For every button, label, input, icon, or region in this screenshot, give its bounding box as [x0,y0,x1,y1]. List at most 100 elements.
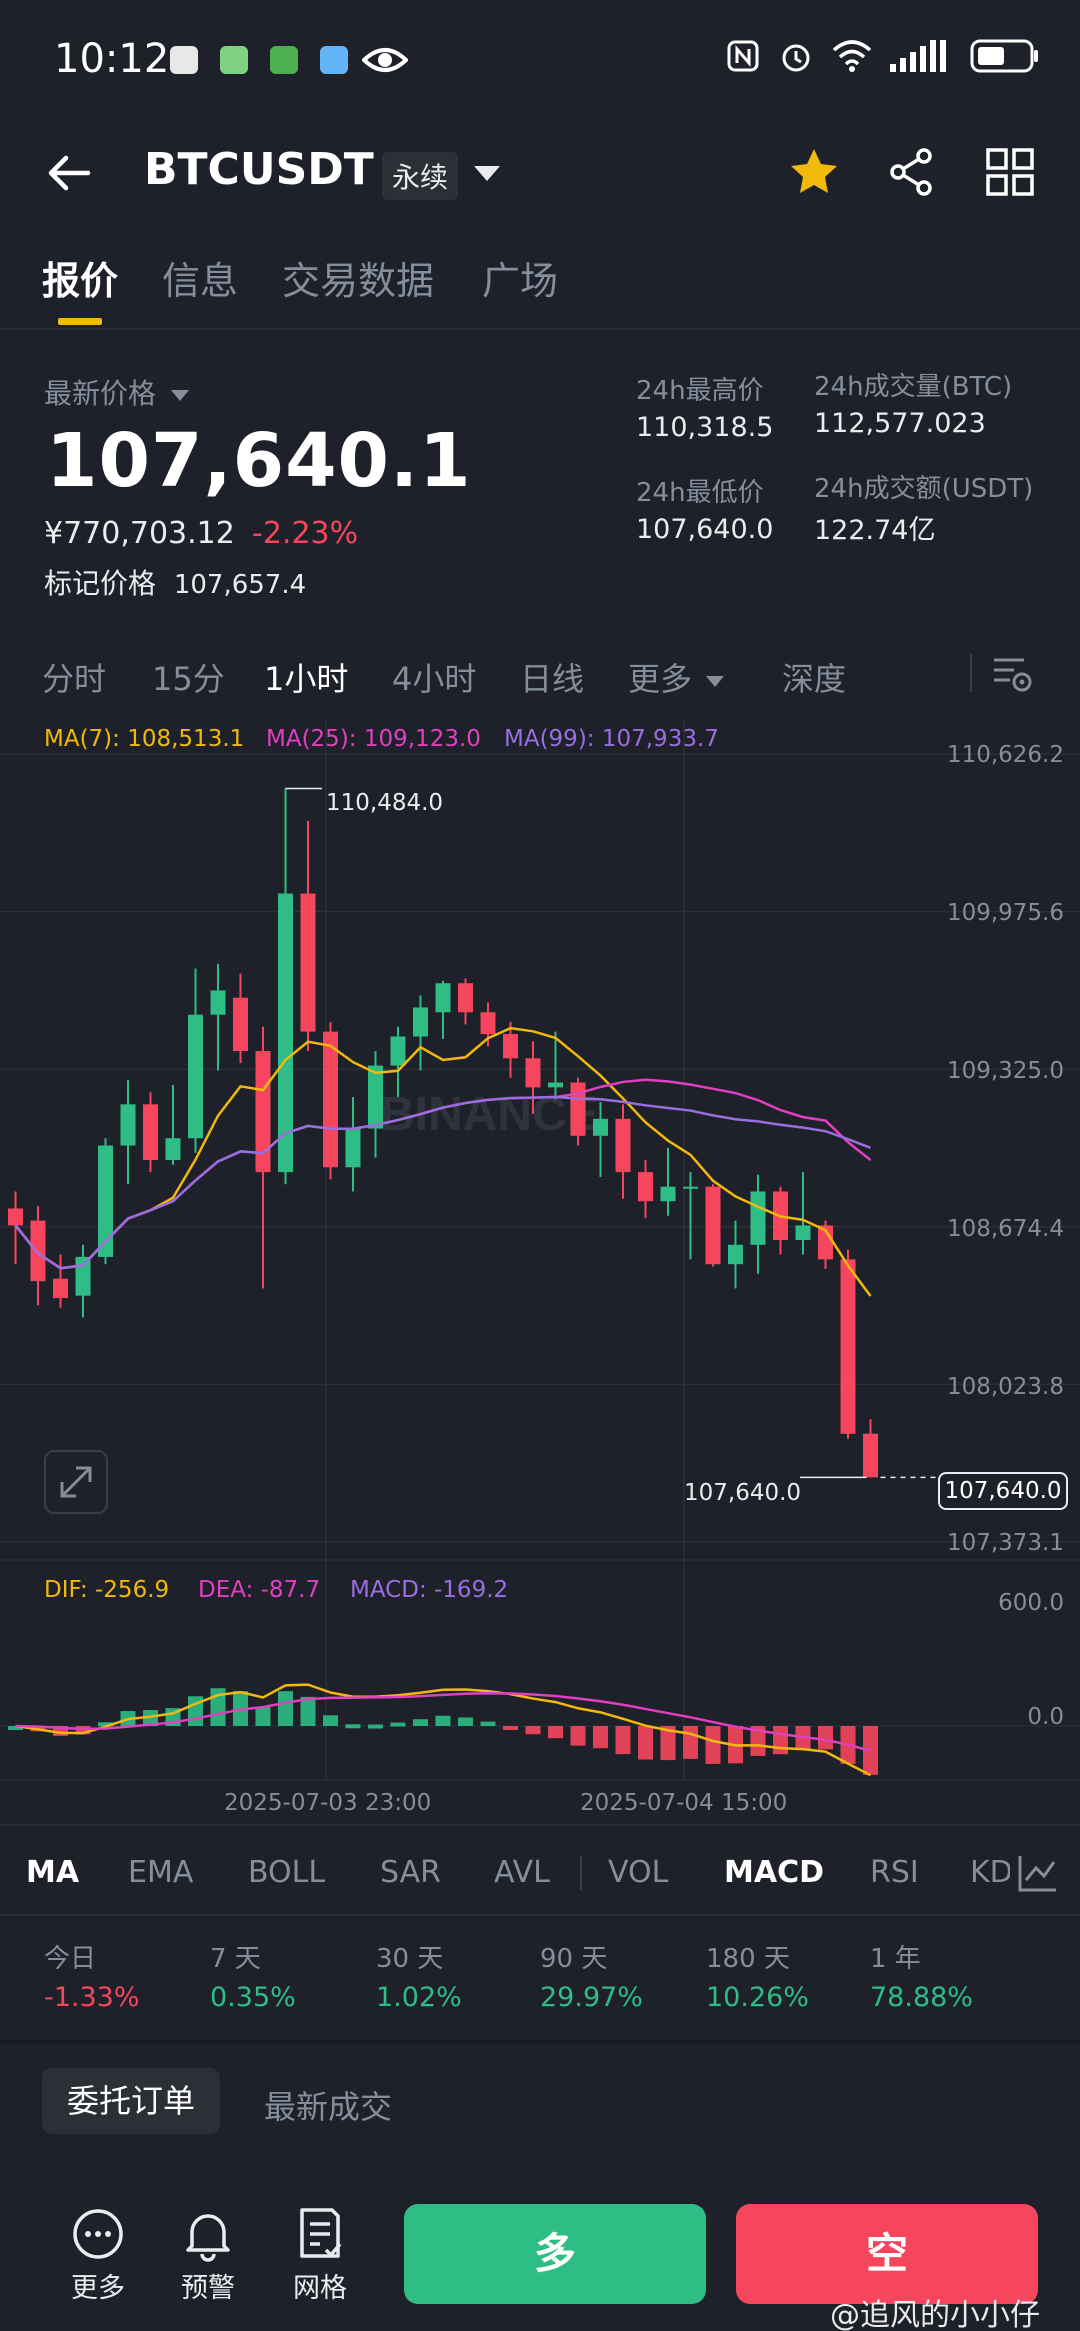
perf-label: 1 年 [870,1944,921,1974]
last-price-tag[interactable]: 107,640.0 [938,1472,1068,1510]
symbol-title[interactable]: BTCUSDT [144,144,374,195]
status-icons [726,38,1040,74]
ind-vol[interactable]: VOL [608,1855,669,1890]
mark-price-label: 标记价格 [44,567,157,600]
low-label: 24h最低价 [636,478,764,508]
candle-body [30,1220,46,1282]
perf-value: 29.97% [540,1982,643,2013]
tab-square[interactable]: 广场 [482,259,559,303]
candle-body [75,1256,91,1296]
candle-body [233,997,248,1052]
ind-ema[interactable]: EMA [128,1855,194,1890]
macd-histogram-bar [818,1726,833,1750]
candle-body [503,1034,518,1059]
candle-body [8,1208,23,1226]
tf-15m[interactable]: 15分 [152,660,225,698]
ind-macd[interactable]: MACD [724,1855,824,1890]
tf-daily[interactable]: 日线 [520,660,585,698]
alert-label[interactable]: 预警 [181,2273,235,2304]
expand-icon [60,1466,92,1498]
macd-histogram-bar [638,1726,653,1760]
candle-body [458,983,473,1013]
bell-icon[interactable] [180,2206,236,2262]
y-tick: 109,325.0 [946,1058,1064,1084]
macd-histogram-bar [53,1726,68,1736]
short-button[interactable]: 空 [736,2204,1038,2304]
tf-depth[interactable]: 深度 [782,660,847,698]
candle-body [210,990,226,1015]
perf-value: 0.35% [210,1982,296,2013]
tab-quote[interactable]: 报价 [42,259,119,303]
candle-body [300,893,316,1032]
indicator-settings-icon[interactable] [1016,1852,1060,1894]
candle-body [525,1058,541,1088]
candle-body [98,1145,113,1257]
divider [580,1856,582,1890]
tab-latest-trades[interactable]: 最新成交 [264,2088,393,2126]
perf-label: 7 天 [210,1944,261,1974]
back-icon[interactable] [44,148,94,198]
ind-avl[interactable]: AVL [494,1855,550,1890]
more-icon[interactable] [70,2206,126,2262]
candle-body [750,1191,766,1245]
battery-icon [970,39,1038,73]
ind-rsi[interactable]: RSI [870,1855,919,1890]
candle-body [413,1007,428,1037]
fullscreen-button[interactable] [44,1450,108,1514]
tab-info[interactable]: 信息 [162,259,239,303]
grid-doc-icon[interactable] [292,2206,348,2262]
high-marker: 110,484.0 [326,790,444,816]
vol-btc-label: 24h成交量(BTC) [814,372,1013,402]
star-icon[interactable] [788,146,840,198]
tab-open-orders[interactable]: 委托订单 [42,2068,220,2134]
vol-usdt-value: 122.74亿 [814,515,936,546]
perf-label: 30 天 [376,1944,444,1974]
divider [0,328,1080,330]
ma99-legend: MA(99): 107,933.7 [504,726,719,752]
macd-histogram-bar [368,1724,383,1729]
macd-histogram-bar [750,1726,766,1756]
macd-histogram-bar [705,1726,721,1764]
grid-icon[interactable] [984,146,1036,198]
candle-body [255,1051,271,1173]
candle-body [165,1138,181,1161]
share-icon[interactable] [886,146,938,198]
divider [0,1824,1080,1826]
tf-timeshare[interactable]: 分时 [42,660,107,698]
candle-body [188,1014,203,1139]
signal-icon [890,40,946,72]
tf-1h[interactable]: 1小时 [264,660,349,698]
eye-icon [362,48,408,72]
macd-histogram-bar [548,1726,563,1739]
ind-boll[interactable]: BOLL [248,1855,326,1890]
ind-ma[interactable]: MA [26,1855,80,1890]
chevron-down-icon[interactable] [474,166,500,181]
grid-label[interactable]: 网格 [293,2273,347,2304]
candle-body [278,893,293,1173]
mark-price-row: 标记价格 107,657.4 [44,562,306,602]
caret-down-icon [170,389,189,401]
tab-trading-data[interactable]: 交易数据 [282,259,435,303]
last-price-label[interactable]: 最新价格 [44,372,189,412]
watermark: @追风的小小仔 [830,2298,1040,2331]
more-label[interactable]: 更多 [71,2273,125,2304]
candle-body [840,1259,856,1434]
macd-histogram-bar [525,1726,541,1735]
vol-btc-value: 112,577.023 [814,408,986,439]
macd-histogram-bar [345,1724,361,1729]
tf-more[interactable]: 更多 [628,654,725,700]
candlestick-chart[interactable]: BINANCE [0,710,1080,1820]
long-button[interactable]: 多 [404,2204,706,2304]
change-percent: -2.23% [252,516,359,551]
chart-settings-icon[interactable] [990,652,1034,696]
macd-histogram-bar [300,1696,316,1726]
divider [0,2040,1080,2044]
tab-underline [58,318,102,325]
candle-body [480,1012,496,1035]
tf-4h[interactable]: 4小时 [392,660,477,698]
candle-body [705,1186,721,1265]
x-tick: 2025-07-04 15:00 [580,1790,788,1816]
ind-kd[interactable]: KD [970,1855,1010,1890]
ind-sar[interactable]: SAR [380,1855,441,1890]
divider [970,654,972,692]
